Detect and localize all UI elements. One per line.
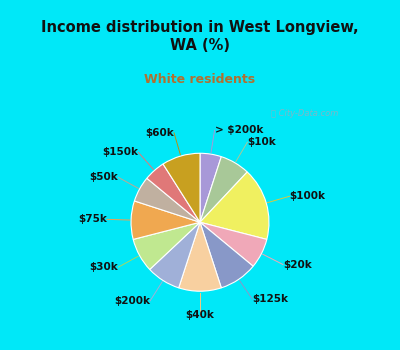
Text: $200k: $200k [114,296,150,306]
Wedge shape [131,201,200,239]
Text: ⓘ City-Data.com: ⓘ City-Data.com [270,109,338,118]
Wedge shape [200,172,269,239]
Text: White residents: White residents [144,73,256,86]
Text: $30k: $30k [90,262,118,272]
Text: $150k: $150k [102,147,138,158]
Text: $10k: $10k [247,137,276,147]
Text: Income distribution in West Longview,
WA (%): Income distribution in West Longview, WA… [41,20,359,53]
Wedge shape [200,222,267,266]
Wedge shape [163,153,200,222]
Wedge shape [147,164,200,222]
Wedge shape [133,222,200,270]
Text: $40k: $40k [186,310,214,320]
Text: $60k: $60k [145,128,174,138]
Text: $50k: $50k [90,173,118,182]
Text: $20k: $20k [283,259,312,270]
Wedge shape [134,178,200,222]
Text: $75k: $75k [78,214,107,224]
Wedge shape [179,222,221,291]
Wedge shape [200,157,247,222]
Wedge shape [200,222,253,288]
Wedge shape [200,153,221,222]
Text: > $200k: > $200k [214,125,263,135]
Text: $100k: $100k [290,191,326,201]
Text: $125k: $125k [252,294,288,304]
Wedge shape [150,222,200,288]
